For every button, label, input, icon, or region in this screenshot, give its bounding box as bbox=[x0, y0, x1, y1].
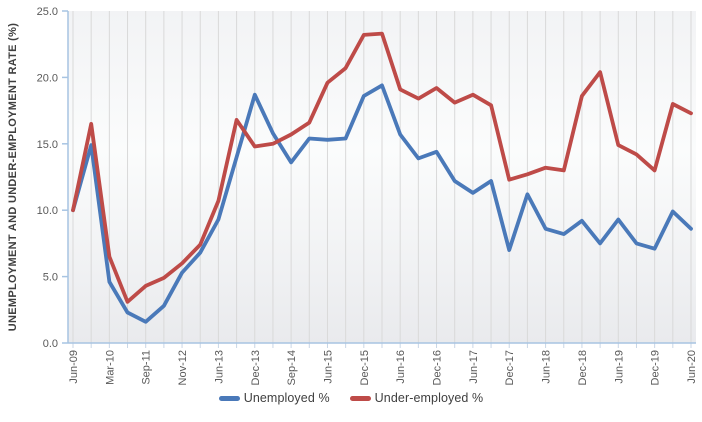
svg-text:Jun-09: Jun-09 bbox=[68, 350, 80, 384]
svg-text:Dec-16: Dec-16 bbox=[432, 350, 444, 385]
vertical-gridlines bbox=[72, 11, 692, 343]
svg-text:Jun-17: Jun-17 bbox=[468, 350, 480, 384]
x-axis-tick-labels: Jun-09 Mar-10 Sep-11 Nov-12 Jun-13 Dec-13 Sep-… bbox=[68, 350, 698, 385]
svg-text:Mar-10: Mar-10 bbox=[104, 350, 116, 385]
svg-text:Nov-12: Nov-12 bbox=[177, 350, 189, 385]
series-lines bbox=[71, 31, 693, 324]
svg-text:Sep-11: Sep-11 bbox=[141, 350, 153, 385]
x-axis-ticks bbox=[72, 343, 692, 348]
svg-text:Dec-18: Dec-18 bbox=[577, 350, 589, 385]
svg-text:Jun-13: Jun-13 bbox=[213, 350, 225, 384]
svg-text:Dec-17: Dec-17 bbox=[504, 350, 516, 385]
svg-text:Dec-13: Dec-13 bbox=[250, 350, 262, 385]
legend-label-0: Unemployed % bbox=[243, 391, 330, 405]
legend-marker-1 bbox=[349, 395, 371, 401]
svg-text:Sep-14: Sep-14 bbox=[286, 350, 298, 385]
svg-text:Dec-19: Dec-19 bbox=[650, 350, 662, 385]
svg-text:Jun-16: Jun-16 bbox=[395, 350, 407, 384]
legend-item-0[interactable]: Unemployed % bbox=[218, 391, 330, 405]
svg-text:15.0: 15.0 bbox=[37, 139, 58, 151]
y-axis-tick-labels: 0.0 5.0 10.0 15.0 20.0 25.0 bbox=[37, 6, 58, 350]
svg-text:0.0: 0.0 bbox=[43, 338, 58, 350]
svg-text:Jun-19: Jun-19 bbox=[613, 350, 625, 384]
legend-item-1[interactable]: Under-employed % bbox=[349, 391, 484, 405]
series-line-1 bbox=[71, 31, 693, 304]
y-axis-ticks bbox=[62, 10, 68, 344]
svg-text:Jun-15: Jun-15 bbox=[322, 350, 334, 384]
svg-text:25.0: 25.0 bbox=[37, 6, 58, 18]
y-axis-title: UNEMPLOYMENT AND UNDER-EMPLOYMENT RATE (… bbox=[7, 23, 19, 331]
legend-marker-0 bbox=[218, 395, 240, 401]
series-line-0 bbox=[71, 83, 693, 324]
svg-text:10.0: 10.0 bbox=[37, 205, 58, 217]
svg-text:Jun-18: Jun-18 bbox=[541, 350, 553, 384]
axis-lines bbox=[67, 11, 696, 344]
legend-label-1: Under-employed % bbox=[374, 391, 484, 405]
chart-legend: Unemployed % Under-employed % bbox=[0, 391, 702, 405]
svg-text:20.0: 20.0 bbox=[37, 72, 58, 84]
svg-text:5.0: 5.0 bbox=[43, 272, 58, 284]
svg-text:Jun-20: Jun-20 bbox=[686, 350, 698, 384]
svg-text:Dec-15: Dec-15 bbox=[359, 350, 371, 385]
